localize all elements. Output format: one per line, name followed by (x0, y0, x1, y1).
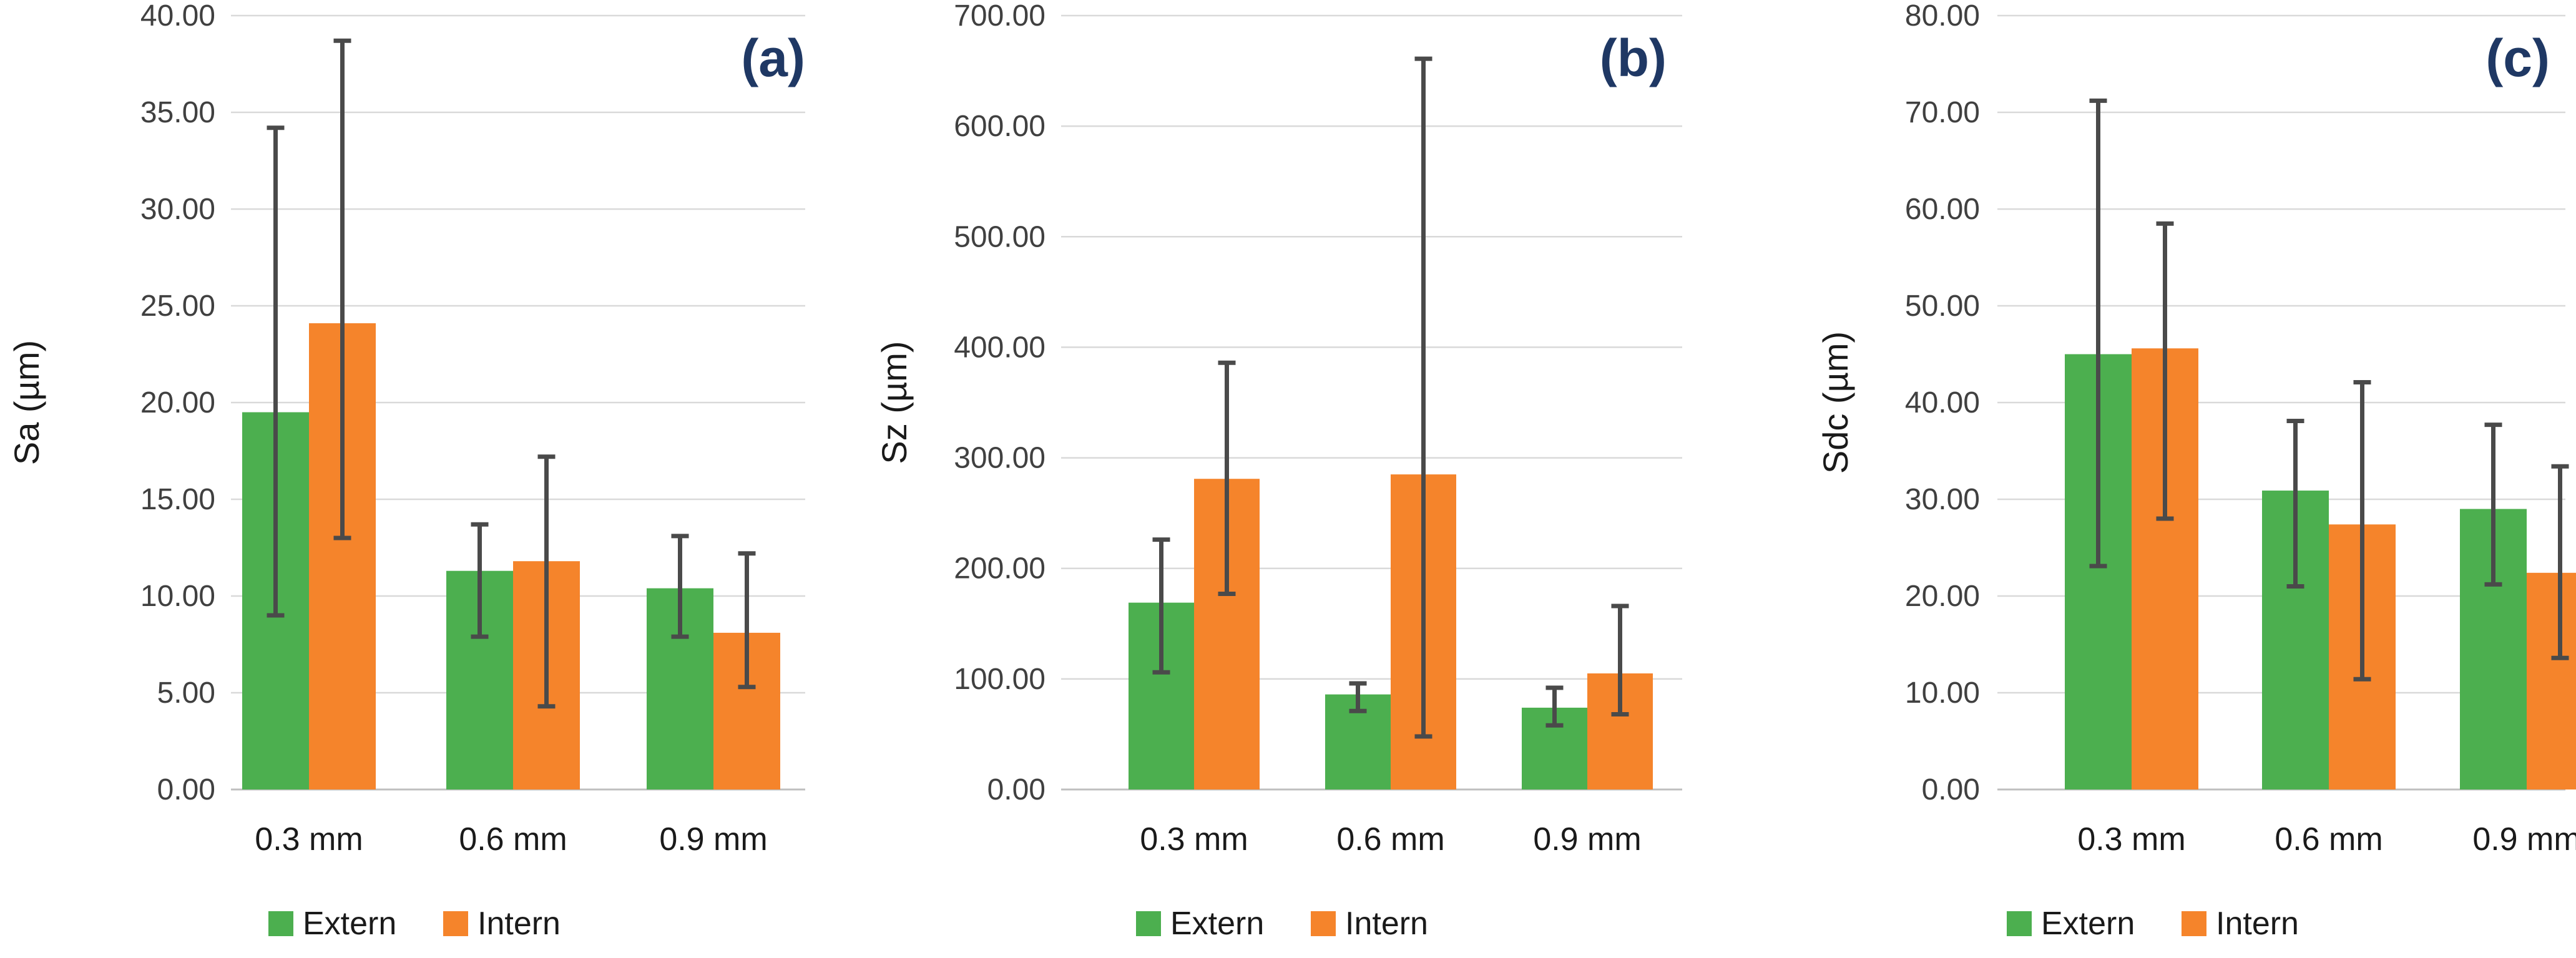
y-tick-label: 30.00 (1905, 483, 1980, 516)
y-tick-label: 40.00 (140, 0, 215, 32)
chart-panel-3: 0.00 10.00 20.00 30.00 40.00 50.00 60.00 70.00 8… (1816, 0, 2576, 942)
x-category-label: 0.9 mm (1533, 821, 1641, 858)
legend-label-intern: Intern (2216, 906, 2299, 942)
y-axis-label: Sz (µm) (874, 341, 914, 464)
y-tick-label: 5.00 (157, 677, 215, 710)
bar-intern (2527, 572, 2576, 789)
y-tick-label: 20.00 (140, 386, 215, 419)
legend-label-extern: Extern (2041, 906, 2135, 942)
y-tick-label: 25.00 (140, 290, 215, 323)
y-tick-label: 40.00 (1905, 386, 1980, 419)
y-tick-label: 10.00 (1905, 677, 1980, 710)
legend-swatch-intern (2182, 911, 2206, 936)
legend-label-extern: Extern (303, 906, 396, 942)
y-tick-label: 100.00 (954, 663, 1046, 696)
chart-panel-1: 0.00 5.00 10.00 15.00 20.00 25.00 30.00 35.00 40… (7, 0, 805, 942)
y-tick-label: 600.00 (954, 110, 1046, 143)
panel-label: (c) (2485, 29, 2550, 87)
legend-label-extern: Extern (1170, 906, 1264, 942)
y-tick-label: 300.00 (954, 442, 1046, 475)
legend: Extern Intern (268, 906, 561, 942)
panel-label: (a) (741, 29, 805, 87)
y-tick-label: 15.00 (140, 483, 215, 516)
y-tick-label: 35.00 (140, 96, 215, 129)
legend-swatch-extern (1136, 911, 1161, 936)
y-tick-label: 0.00 (157, 773, 215, 806)
x-category-label: 0.6 mm (2275, 821, 2383, 858)
x-category-label: 0.9 mm (659, 821, 767, 858)
y-tick-label: 20.00 (1905, 580, 1980, 613)
x-category-label: 0.3 mm (255, 821, 363, 858)
legend-swatch-intern (443, 911, 468, 936)
y-tick-label: 10.00 (140, 580, 215, 613)
legend-label-intern: Intern (477, 906, 561, 942)
y-tick-label: 80.00 (1905, 0, 1980, 32)
x-category-label: 0.9 mm (2472, 821, 2576, 858)
y-tick-label: 700.00 (954, 0, 1046, 32)
y-tick-label: 200.00 (954, 552, 1046, 585)
y-tick-label: 500.00 (954, 220, 1046, 253)
legend-swatch-extern (268, 911, 293, 936)
y-tick-label: 0.00 (987, 773, 1046, 806)
legend-swatch-extern (2007, 911, 2032, 936)
legend-label-intern: Intern (1345, 906, 1428, 942)
x-category-label: 0.6 mm (1336, 821, 1444, 858)
y-axis-label: Sdc (µm) (1816, 331, 1855, 474)
y-tick-label: 0.00 (1922, 773, 1980, 806)
y-tick-label: 60.00 (1905, 193, 1980, 226)
legend: Extern Intern (2007, 906, 2299, 942)
legend-swatch-intern (1311, 911, 1336, 936)
chart-panel-2: 0.00 100.00 200.00 300.00 400.00 500.00 600.00… (874, 0, 1682, 942)
y-tick-label: 70.00 (1905, 96, 1980, 129)
panel-label: (b) (1600, 29, 1667, 87)
legend: Extern Intern (1136, 906, 1428, 942)
y-tick-label: 30.00 (140, 193, 215, 226)
x-category-label: 0.3 mm (1140, 821, 1248, 858)
y-axis-label: Sa (µm) (7, 340, 46, 465)
y-tick-label: 50.00 (1905, 290, 1980, 323)
x-category-label: 0.3 mm (2077, 821, 2185, 858)
x-category-label: 0.6 mm (459, 821, 567, 858)
y-tick-label: 400.00 (954, 331, 1046, 364)
